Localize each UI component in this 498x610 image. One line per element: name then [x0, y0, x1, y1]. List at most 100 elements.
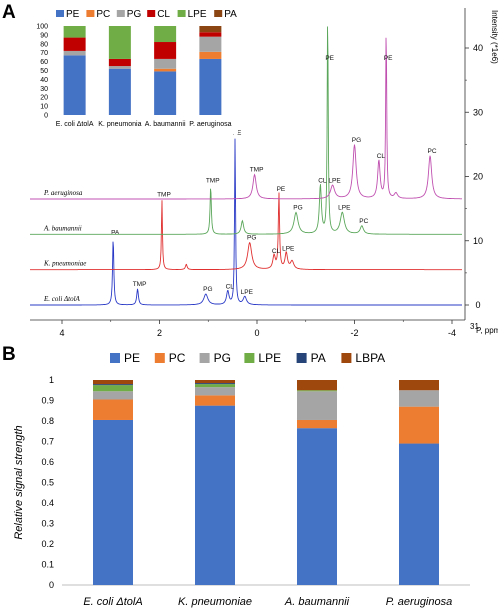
y-tick-label: 0.5 — [41, 478, 54, 488]
legend-label: PE — [124, 351, 140, 365]
peak-label: PG — [293, 205, 302, 212]
y-tick-label: 0.4 — [41, 498, 54, 508]
inset-y-tick-label: 10 — [40, 104, 48, 111]
inset-y-tick-label: 0 — [44, 113, 48, 120]
inset-bar-segment — [199, 32, 222, 37]
inset-legend-swatch — [116, 10, 125, 17]
trace-name-label: A. baumannii — [43, 224, 82, 232]
inset-legend-label: PG — [127, 9, 142, 20]
y-tick-label: 0.9 — [41, 396, 54, 406]
peak-label: LPE — [338, 205, 351, 212]
x-tick-label: 4 — [59, 328, 64, 338]
bar-segment-pe — [297, 428, 337, 585]
peak-label: LPE — [282, 245, 295, 252]
inset-y-tick-label: 70 — [40, 50, 48, 57]
bar-segment-pg — [297, 391, 337, 420]
inset-legend-swatch — [214, 10, 223, 17]
y-tick-label: 0.2 — [41, 539, 54, 549]
category-label: P. aeruginosa — [386, 596, 452, 608]
spectrum-trace — [30, 26, 462, 235]
inset-bar-segment — [108, 66, 131, 69]
inset-category-label: P. aeruginosa — [189, 121, 231, 128]
peak-label: PG — [247, 235, 256, 242]
inset-bar-segment — [199, 26, 222, 33]
spectrum-trace — [30, 138, 462, 306]
inset-legend-swatch — [177, 10, 186, 17]
inset-bar-segment — [154, 68, 177, 72]
peak-label: PE — [384, 55, 393, 62]
bar-segment-lbpa — [93, 380, 133, 385]
inset-category-label: A. baumannii — [145, 121, 186, 128]
bar-segment-pc — [195, 395, 235, 406]
peak-label: TMP — [206, 178, 220, 185]
legend-label: PG — [214, 351, 231, 365]
bar-segment-pg — [399, 390, 439, 407]
spectrum-trace — [30, 192, 462, 271]
legend-swatch — [199, 353, 210, 363]
inset-category-label: K. pneumonia — [98, 121, 141, 128]
y-tick-label: 10 — [473, 236, 483, 246]
y-tick-label: 30 — [473, 107, 483, 117]
category-label: A. baumannii — [284, 596, 350, 608]
inset-y-tick-label: 20 — [40, 95, 48, 102]
trace-name-label: K. pneumoniae — [43, 260, 86, 268]
inset-bar-segment — [63, 50, 86, 56]
inset-y-tick-label: 100 — [36, 24, 48, 31]
bar-segment-pe — [399, 443, 439, 585]
inset-legend-label: PE — [66, 9, 80, 20]
inset-bar-segment — [199, 36, 222, 52]
peak-label: PE — [325, 55, 334, 62]
bar-segment-lbpa — [195, 380, 235, 384]
panel-a-letter: A — [2, 2, 16, 23]
bar-segment-pc — [297, 419, 337, 429]
inset-bar-segment — [154, 71, 177, 115]
peak-label: LPE — [241, 289, 254, 296]
inset-y-tick-label: 90 — [40, 32, 48, 39]
bar-segment-pg — [195, 387, 235, 396]
inset-bar-segment — [63, 26, 86, 38]
x-tick-label: 0 — [254, 328, 259, 338]
y-tick-label: 0.7 — [41, 437, 54, 447]
inset-legend-swatch — [86, 10, 95, 17]
y-tick-label: 0.8 — [41, 416, 54, 426]
legend-swatch — [296, 353, 307, 363]
inset-legend-swatch — [56, 10, 64, 17]
spectra-traces: E. coli ΔtolA PA TMP PG CL PE LPE K. pneumoniae… — [30, 26, 462, 306]
panel-b-letter: B — [2, 344, 16, 365]
bar-segment-pg — [93, 391, 133, 400]
inset-bar-segment — [199, 51, 222, 59]
legend-swatch — [341, 353, 352, 363]
legend-label: LBPA — [355, 351, 385, 365]
legend-swatch — [110, 353, 120, 363]
peak-label: CL — [272, 248, 281, 255]
bar-segment-pa — [195, 383, 235, 385]
inset-bar-segment — [63, 55, 86, 115]
category-label: K. pneumoniae — [178, 596, 252, 608]
bar-segment-pe — [195, 405, 235, 585]
y-tick-label: 20 — [473, 172, 483, 182]
bar-segment-pa — [93, 384, 133, 386]
peak-label: CL — [226, 284, 235, 291]
spectrum-trace — [30, 37, 462, 200]
panel-b: B PE PC PG LPE PA LBPA 0 0.1 0.2 0.3 0.4 0.5 0.6 0.7 0… — [2, 344, 470, 608]
inset-y-tick-label: 40 — [40, 77, 48, 84]
x-unit-label: P, ppm — [476, 326, 498, 335]
inset-y-tick-label: 30 — [40, 86, 48, 93]
bar-segment-pc — [93, 399, 133, 420]
bar-segment-lpe — [195, 384, 235, 388]
inset-legend-label: PC — [96, 9, 110, 20]
y-axis-label: Relative signal strength — [13, 425, 25, 539]
peak-label: TMP — [157, 191, 171, 198]
peak-label: PG — [352, 137, 361, 144]
inset-bar-segment — [108, 58, 131, 67]
inset-bar-segment — [154, 58, 177, 69]
y-tick-label: 0.1 — [41, 560, 54, 570]
y-tick-label: 1 — [49, 375, 54, 385]
peak-label: PC — [359, 218, 368, 225]
inset-bar-segment — [199, 58, 222, 115]
y-tick-label: 0 — [475, 300, 480, 310]
legend-swatch — [154, 353, 165, 363]
peak-label: TMP — [133, 281, 147, 288]
peak-label: PA — [111, 230, 120, 237]
